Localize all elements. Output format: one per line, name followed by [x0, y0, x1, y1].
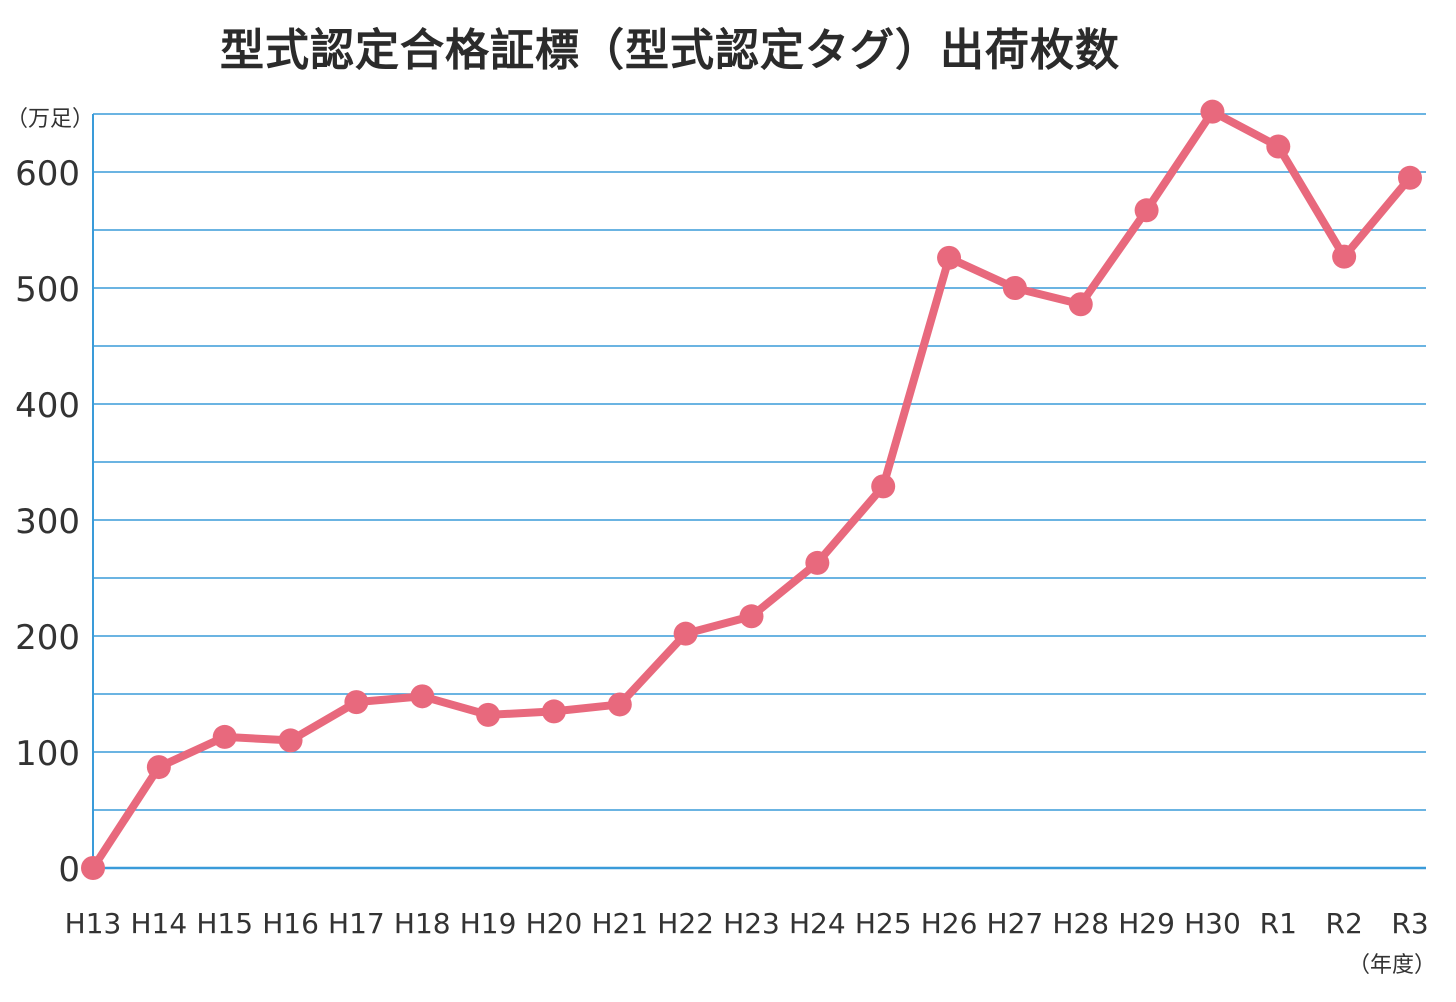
x-tick-label: H30: [1184, 907, 1241, 940]
x-tick-label: R2: [1326, 907, 1363, 940]
y-tick-label: 300: [15, 502, 80, 542]
x-tick-label: H22: [657, 907, 714, 940]
data-point: [146, 755, 171, 780]
data-point: [805, 550, 830, 575]
x-tick-label: H23: [723, 907, 780, 940]
data-point: [1068, 292, 1093, 317]
data-point: [476, 702, 501, 727]
x-tick-label: H13: [65, 907, 122, 940]
x-tick-label: H24: [789, 907, 846, 940]
x-tick-label: H21: [591, 907, 648, 940]
x-tick-label: H18: [394, 907, 451, 940]
data-point: [1002, 276, 1027, 300]
x-tick-label: H19: [460, 907, 517, 940]
x-tick-label: H16: [262, 907, 319, 940]
data-point: [937, 245, 962, 270]
data-point: [1266, 134, 1291, 159]
x-tick-label: H20: [526, 907, 583, 940]
data-point: [81, 856, 105, 880]
x-tick-label: H17: [328, 907, 385, 940]
x-tick-label: H25: [855, 907, 912, 940]
x-tick-label: R1: [1260, 907, 1297, 940]
data-point: [1332, 244, 1357, 269]
x-tick-label: H26: [921, 907, 978, 940]
y-axis-label: （万足）: [6, 107, 94, 132]
chart-title: 型式認定合格証標（型式認定タグ）出荷枚数: [220, 25, 1120, 76]
x-tick-label: R3: [1391, 907, 1428, 940]
data-point: [212, 724, 237, 749]
data-point: [278, 728, 303, 753]
data-point: [1398, 165, 1422, 190]
y-tick-label: 0: [58, 850, 80, 890]
x-tick-label: H28: [1052, 907, 1109, 940]
data-point: [541, 699, 566, 724]
series-line: [89, 107, 1414, 872]
y-tick-label: 200: [15, 618, 80, 658]
data-point: [739, 604, 764, 629]
x-tick-label: H27: [987, 907, 1044, 940]
x-tick-label: H14: [131, 907, 188, 940]
data-point: [1200, 99, 1225, 124]
x-tick-label: H29: [1118, 907, 1175, 940]
data-point: [410, 684, 435, 709]
y-tick-label: 400: [15, 386, 80, 426]
data-point: [607, 692, 632, 717]
y-tick-label: 600: [15, 154, 80, 194]
data-point: [344, 690, 369, 715]
data-point: [1134, 198, 1159, 223]
data-point: [871, 474, 896, 499]
x-axis-label: （年度）: [1348, 953, 1436, 978]
x-tick-label: H15: [196, 907, 253, 940]
y-tick-label: 100: [15, 734, 80, 774]
data-point: [673, 621, 698, 646]
y-tick-label: 500: [15, 270, 80, 310]
